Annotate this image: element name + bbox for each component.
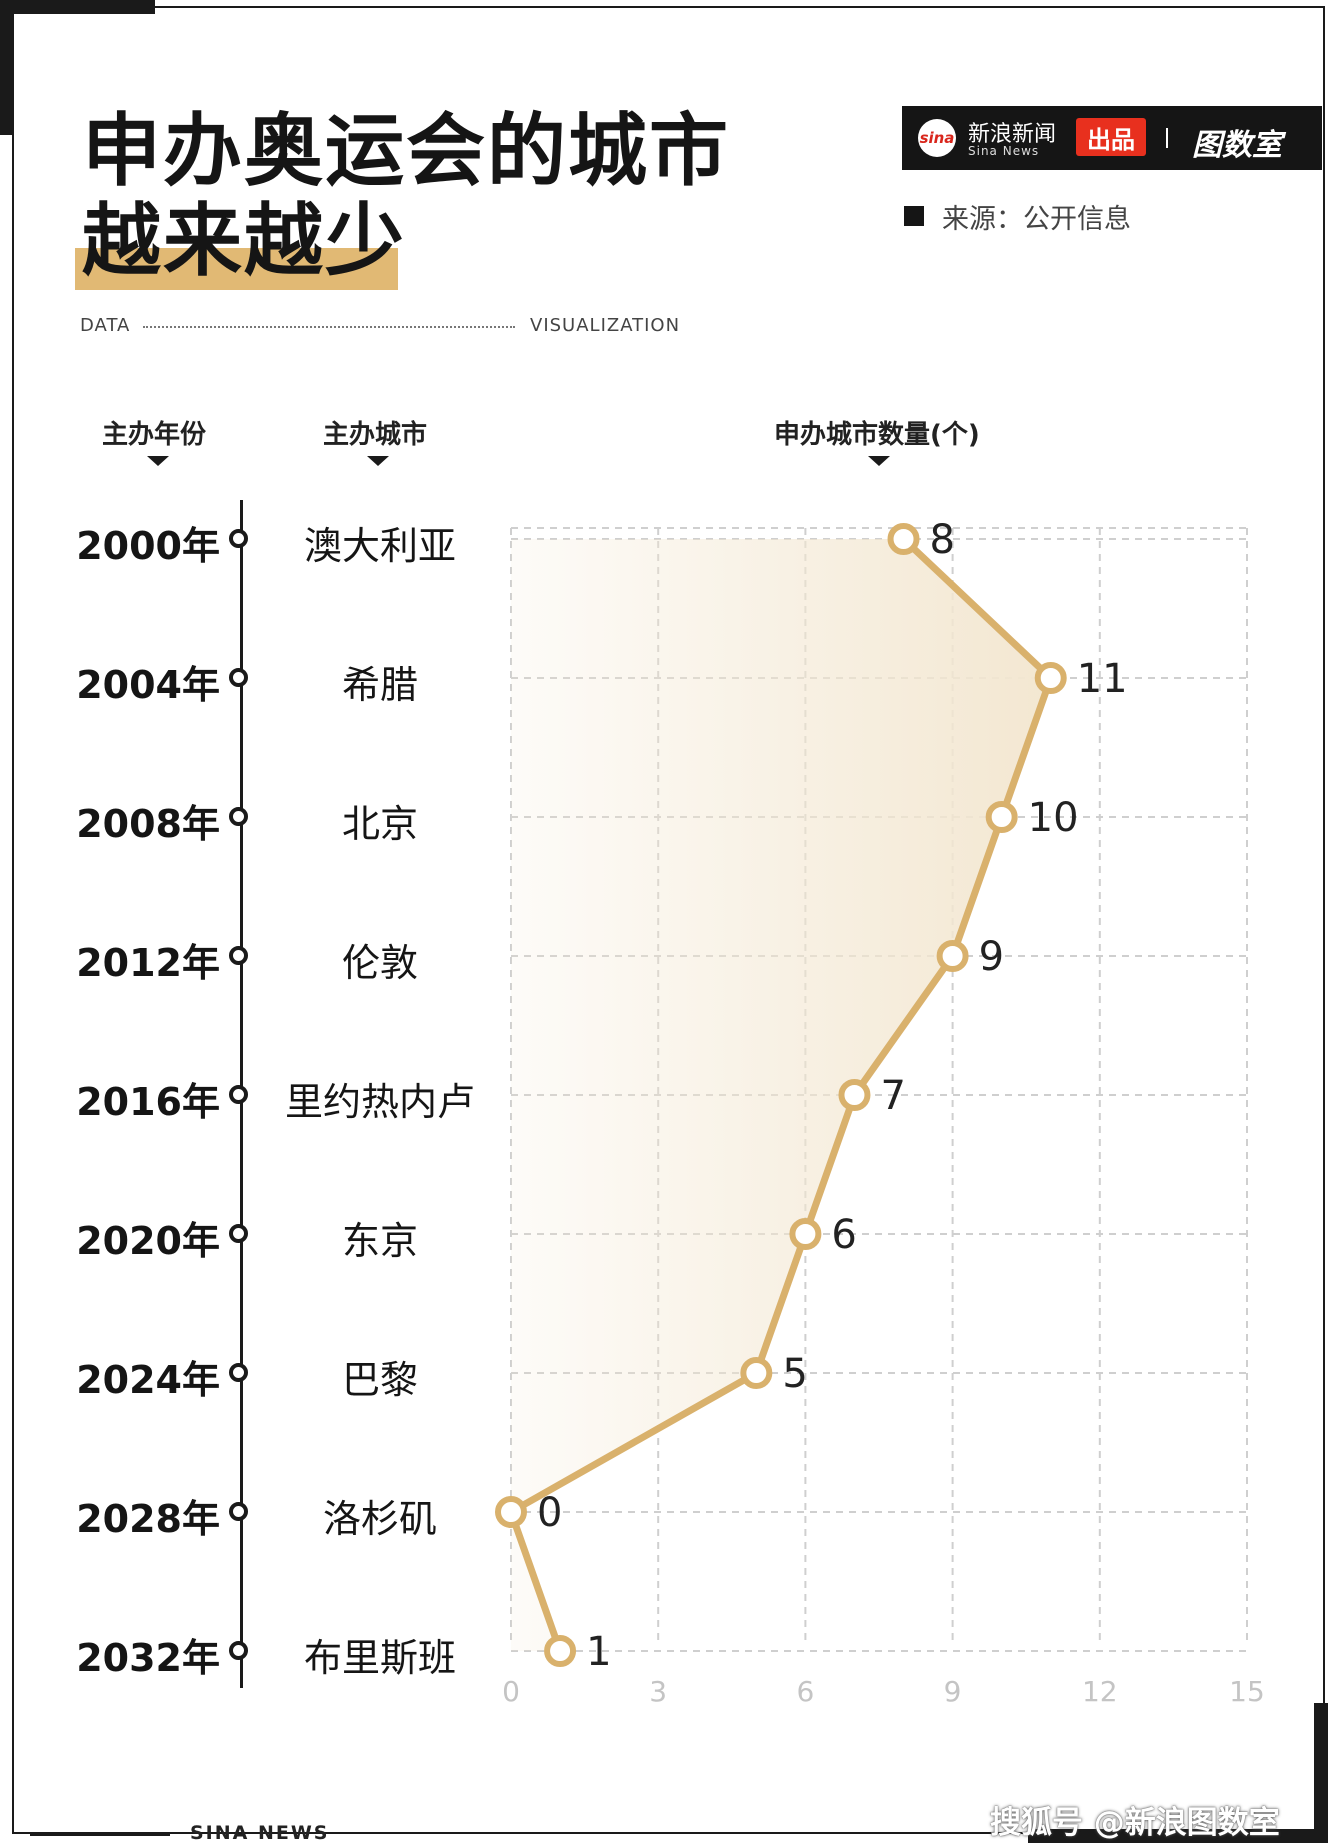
city-label: 东京: [341, 1219, 418, 1263]
city-label: 布里斯班: [303, 1636, 456, 1680]
data-label: 10: [1028, 795, 1079, 841]
data-label: 6: [831, 1212, 856, 1258]
column-header-year: 主办年份: [102, 420, 207, 450]
data-label: 9: [979, 934, 1004, 980]
timeline-dot: [229, 807, 248, 826]
year-label: 2032年: [76, 1636, 220, 1680]
corner-decoration: [0, 0, 12, 135]
timeline-dot: [229, 668, 248, 687]
footer-brand: SINA NEWS: [190, 1822, 330, 1844]
tick-label: 15: [1229, 1675, 1265, 1708]
data-point: [495, 1496, 527, 1528]
caret-down-icon: [367, 456, 389, 466]
city-label: 洛杉矶: [322, 1497, 437, 1541]
watermark: 搜狐号 @新浪图数室: [990, 1805, 1280, 1841]
page-title-line2: 越来越少: [82, 195, 406, 287]
year-label: 2012年: [76, 941, 220, 985]
area-fill: [511, 539, 1051, 1651]
timeline-dot: [229, 946, 248, 965]
year-label: 2020年: [76, 1219, 220, 1263]
brand-separator: [1166, 128, 1168, 148]
dotted-divider: [143, 326, 515, 328]
timeline-dot: [229, 1085, 248, 1104]
corner-decoration: [0, 0, 155, 14]
data-point: [887, 523, 920, 555]
sina-logo-icon: sina: [918, 119, 956, 157]
data-point: [838, 1079, 871, 1111]
tick-label: 12: [1082, 1675, 1118, 1708]
tick-label: 6: [796, 1675, 814, 1708]
corner-decoration: [1314, 1703, 1328, 1843]
timeline-dot: [229, 1641, 248, 1660]
timeline-dot: [229, 1224, 248, 1243]
year-label: 2024年: [76, 1358, 220, 1402]
year-label: 2016年: [76, 1080, 220, 1124]
page-frame: [12, 6, 1325, 1834]
city-label: 澳大利亚: [303, 524, 456, 568]
timeline-dot: [229, 1363, 248, 1382]
data-label: 1: [586, 1629, 611, 1675]
data-label: 7: [880, 1073, 905, 1119]
data-label: 0: [537, 1490, 562, 1536]
data-label: DATA: [80, 315, 131, 336]
tick-label: 9: [944, 1675, 962, 1708]
corner-decoration: [1028, 1829, 1328, 1843]
data-label: 5: [782, 1351, 807, 1397]
brand-name-cn: 新浪新闻: [968, 122, 1057, 147]
year-label: 2028年: [76, 1497, 220, 1541]
footer-divider: [30, 1834, 170, 1836]
city-label: 北京: [341, 802, 418, 846]
city-label: 希腊: [341, 663, 418, 707]
city-label: 伦敦: [341, 941, 418, 985]
data-point: [1034, 662, 1067, 694]
source-marker: [904, 206, 924, 226]
column-header-count: 申办城市数量(个): [774, 420, 980, 450]
year-label: 2004年: [76, 663, 220, 707]
data-point: [789, 1218, 822, 1250]
brand-name-en: Sina News: [968, 144, 1040, 158]
year-label: 2008年: [76, 802, 220, 846]
data-point: [936, 940, 969, 972]
page-title-line1: 申办奥运会的城市: [82, 105, 730, 197]
data-point: [740, 1357, 773, 1389]
data-point: [985, 801, 1018, 833]
visualization-label: VISUALIZATION: [530, 315, 681, 336]
data-label: 8: [930, 517, 955, 563]
timeline-dot: [229, 529, 248, 548]
source-text: 来源：公开信息: [942, 204, 1131, 235]
city-label: 巴黎: [341, 1358, 418, 1402]
data-point: [544, 1635, 577, 1667]
tick-label: 3: [649, 1675, 667, 1708]
brand-tag: 出品: [1076, 118, 1146, 156]
caret-down-icon: [147, 456, 169, 466]
studio-logo: 图数室: [1192, 128, 1282, 163]
tick-label: 0: [502, 1675, 520, 1708]
year-label: 2000年: [76, 524, 220, 568]
timeline-dot: [229, 1502, 248, 1521]
data-label: 11: [1077, 656, 1128, 702]
city-label: 里约热内卢: [284, 1080, 475, 1124]
caret-down-icon: [868, 456, 890, 466]
brand-banner: sina 新浪新闻 Sina News 出品 图数室: [902, 106, 1322, 170]
column-header-city: 主办城市: [323, 420, 428, 450]
title-highlight: [75, 248, 398, 290]
